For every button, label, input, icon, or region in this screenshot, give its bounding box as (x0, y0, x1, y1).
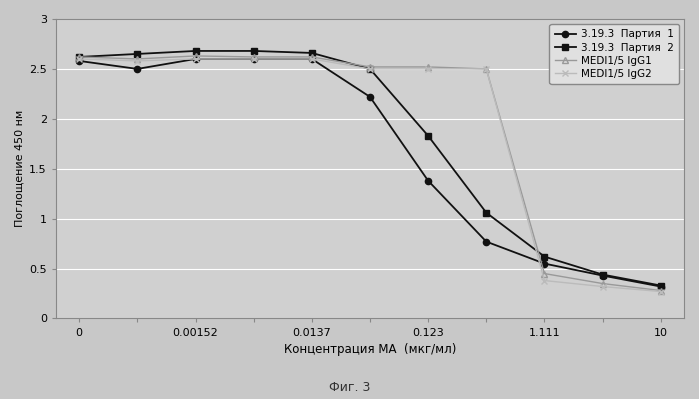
MEDI1/5 IgG2 (192, 57, 200, 61)
MEDI1/5 IgG1 (308, 55, 316, 59)
3.19.3  Партия  2 (366, 67, 374, 71)
3.19.3  Партия  2 (75, 55, 83, 59)
MEDI1/5 IgG2 (366, 67, 374, 71)
Y-axis label: Поглощение 450 нм: Поглощение 450 нм (15, 110, 25, 227)
3.19.3  Партия  1 (656, 284, 665, 289)
3.19.3  Партия  2 (192, 49, 200, 53)
MEDI1/5 IgG1 (250, 55, 258, 59)
MEDI1/5 IgG2 (540, 278, 549, 283)
3.19.3  Партия  1 (424, 178, 432, 183)
3.19.3  Партия  2 (134, 51, 142, 56)
MEDI1/5 IgG2 (424, 67, 432, 71)
MEDI1/5 IgG1 (482, 67, 491, 71)
MEDI1/5 IgG2 (134, 59, 142, 63)
3.19.3  Партия  1 (366, 95, 374, 99)
3.19.3  Партия  1 (308, 57, 316, 61)
MEDI1/5 IgG1 (424, 65, 432, 69)
3.19.3  Партия  1 (134, 67, 142, 71)
Text: Фиг. 3: Фиг. 3 (329, 381, 370, 394)
MEDI1/5 IgG2 (250, 57, 258, 61)
MEDI1/5 IgG2 (656, 289, 665, 294)
MEDI1/5 IgG2 (598, 284, 607, 289)
3.19.3  Партия  1 (482, 239, 491, 244)
3.19.3  Партия  1 (192, 57, 200, 61)
3.19.3  Партия  2 (250, 49, 258, 53)
MEDI1/5 IgG1 (75, 55, 83, 59)
3.19.3  Партия  1 (598, 273, 607, 278)
3.19.3  Партия  1 (250, 57, 258, 61)
Line: 3.19.3  Партия  2: 3.19.3 Партия 2 (76, 48, 664, 288)
MEDI1/5 IgG2 (482, 67, 491, 71)
MEDI1/5 IgG2 (75, 57, 83, 61)
X-axis label: Концентрация МА  (мкг/мл): Концентрация МА (мкг/мл) (284, 343, 456, 356)
MEDI1/5 IgG1 (656, 288, 665, 293)
MEDI1/5 IgG1 (598, 281, 607, 286)
MEDI1/5 IgG1 (540, 271, 549, 276)
3.19.3  Партия  1 (540, 261, 549, 266)
3.19.3  Партия  2 (540, 254, 549, 259)
3.19.3  Партия  1 (75, 59, 83, 63)
MEDI1/5 IgG1 (134, 57, 142, 61)
3.19.3  Партия  2 (424, 133, 432, 138)
3.19.3  Партия  2 (656, 283, 665, 288)
MEDI1/5 IgG1 (366, 65, 374, 69)
3.19.3  Партия  2 (482, 210, 491, 215)
MEDI1/5 IgG2 (308, 57, 316, 61)
3.19.3  Партия  2 (598, 272, 607, 277)
Line: MEDI1/5 IgG2: MEDI1/5 IgG2 (76, 56, 664, 294)
MEDI1/5 IgG1 (192, 53, 200, 58)
3.19.3  Партия  2 (308, 51, 316, 55)
Line: 3.19.3  Партия  1: 3.19.3 Партия 1 (76, 56, 664, 290)
Line: MEDI1/5 IgG1: MEDI1/5 IgG1 (76, 53, 664, 294)
Legend: 3.19.3  Партия  1, 3.19.3  Партия  2, MEDI1/5 IgG1, MEDI1/5 IgG2: 3.19.3 Партия 1, 3.19.3 Партия 2, MEDI1/… (549, 24, 679, 84)
